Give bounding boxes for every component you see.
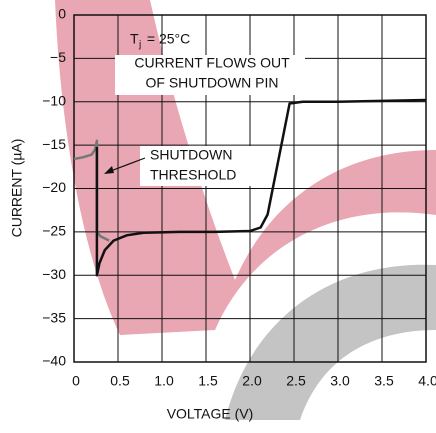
note-background [115, 55, 305, 95]
line-series [95, 98, 427, 277]
y-tick-label: 0 [58, 6, 66, 22]
temperature-text: = 25°C [143, 31, 190, 47]
line-series [73, 139, 110, 242]
y-tick-label: −5 [50, 49, 66, 65]
x-axis-label: VOLTAGE (V) [167, 406, 254, 422]
note-text: CURRENT FLOWS OUT [134, 55, 290, 71]
threshold-text: THRESHOLD [150, 167, 236, 183]
y-tick-label: −25 [42, 223, 66, 239]
y-tick-label: −10 [42, 92, 66, 108]
y-tick-label: −35 [42, 309, 66, 325]
threshold-text: SHUTDOWN [150, 147, 232, 163]
x-tick-label: 1.5 [198, 373, 218, 389]
y-tick-label: −20 [42, 179, 66, 195]
arrowhead [104, 166, 114, 174]
y-tick-label: −40 [42, 353, 66, 369]
y-tick-label: −15 [42, 136, 66, 152]
x-tick-label: 3.0 [330, 373, 350, 389]
watermark-gray [225, 264, 436, 420]
note-text: OF SHUTDOWN PIN [146, 75, 279, 91]
temperature-subscript: j [138, 40, 141, 51]
plot-frame [73, 14, 427, 363]
x-tick-label: 2.5 [286, 373, 306, 389]
arrow [107, 157, 146, 173]
y-axis-label: CURRENT (µA) [9, 139, 25, 238]
x-tick-label: 4.0 [418, 373, 436, 389]
temperature-label: T j = 25°C [130, 31, 190, 51]
temperature-symbol: T [130, 31, 139, 47]
y-tick-label: −30 [42, 266, 66, 282]
x-tick-label: 3.5 [374, 373, 394, 389]
x-tick-label: 1.0 [154, 373, 174, 389]
threshold-background [140, 146, 260, 186]
x-tick-label: 2.0 [242, 373, 262, 389]
x-tick-label: 0 [72, 373, 80, 389]
x-tick-label: 0.5 [110, 373, 130, 389]
